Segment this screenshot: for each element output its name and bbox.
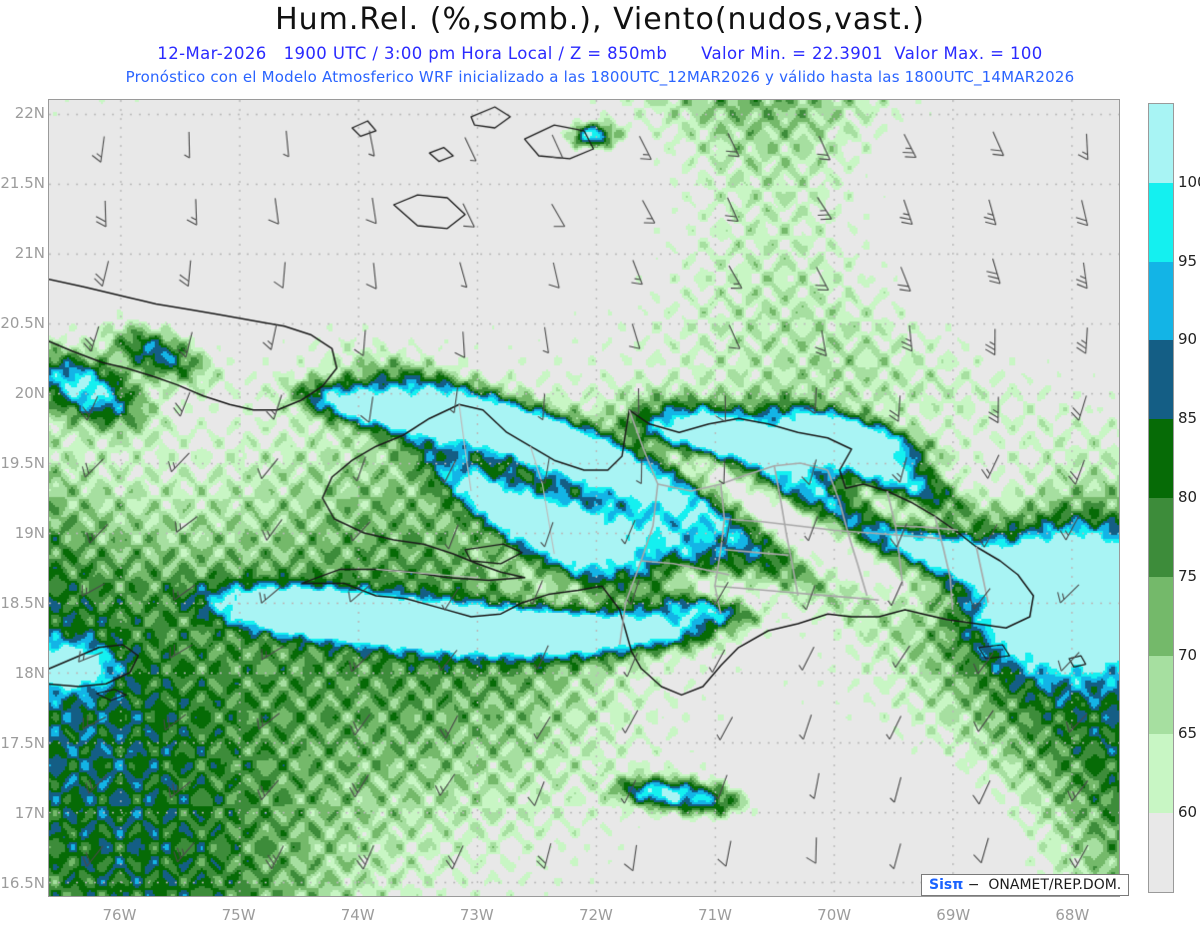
x-tick-label: 75W (221, 906, 256, 924)
subtitle-date: 12-Mar-2026 (157, 44, 267, 63)
x-tick-label: 70W (817, 906, 852, 924)
y-tick-label: 18.5N (0, 594, 45, 612)
y-tick-label: 17N (14, 804, 45, 822)
colorbar-tick-label: 60 (1178, 803, 1198, 822)
y-tick-label: 22N (14, 104, 45, 122)
y-tick-label: 20.5N (0, 314, 45, 332)
colorbar-band (1149, 182, 1173, 262)
colorbar-band (1149, 813, 1173, 892)
colorbar-band (1149, 734, 1173, 814)
subtitle-run-info: 12-Mar-2026 1900 UTC / 3:00 pm Hora Loca… (0, 44, 1200, 63)
subtitle-value-min: Valor Min. = 22.3901 (701, 44, 883, 63)
y-tick-label: 21N (14, 244, 45, 262)
colorbar-tick-label: 65 (1178, 724, 1198, 743)
colorbar-tick-label: 100 (1178, 172, 1200, 191)
y-tick-label: 17.5N (0, 734, 45, 752)
y-tick-label: 21.5N (0, 174, 45, 192)
y-axis-labels: 22N 21.5N 21N 20.5N 20N 19.5N 19N 18.5N 18N 17.5N… (0, 99, 48, 897)
x-tick-label: 68W (1055, 906, 1090, 924)
subtitle-model-info: Pronóstico con el Modelo Atmosferico WRF… (125, 68, 1075, 86)
colorbar (1148, 103, 1174, 893)
y-tick-label: 16.5N (0, 874, 45, 892)
x-tick-label: 69W (936, 906, 971, 924)
subtitle-value-max: Valor Max. = 100 (894, 44, 1043, 63)
colorbar-band (1149, 261, 1173, 341)
y-tick-label: 19N (14, 524, 45, 542)
colorbar-band (1149, 576, 1173, 656)
colorbar-tick-label: 70 (1178, 645, 1198, 664)
y-tick-label: 19.5N (0, 454, 45, 472)
colorbar-tick-label: 90 (1178, 330, 1198, 349)
colorbar-tick-label: 75 (1178, 566, 1198, 585)
y-tick-label: 18N (14, 664, 45, 682)
colorbar-tick-label: 80 (1178, 488, 1198, 506)
colorbar-tick-label: 95 (1178, 251, 1198, 270)
logo-brand-text: Sisπ (929, 877, 964, 893)
x-tick-label: 71W (698, 906, 732, 924)
colorbar-tick-label: 85 (1178, 409, 1198, 428)
colorbar-tick-labels: 60 65 70 75 80 85 90 95 100 (1178, 103, 1200, 893)
page-title: Hum.Rel. (%,somb.), Viento(nudos,vast.) (275, 2, 925, 37)
y-tick-label: 20N (14, 384, 45, 402)
x-axis-labels: 76W 75W 74W 73W 72W 71W 70W 69W 68W (48, 900, 1120, 927)
header-block: Hum.Rel. (%,somb.), Viento(nudos,vast.) … (0, 0, 1200, 95)
x-tick-label: 76W (102, 906, 137, 924)
colorbar-band (1149, 655, 1173, 735)
map-plot-area[interactable] (48, 99, 1120, 897)
attribution-logo: Sisπ − ONAMET/REP.DOM. (921, 874, 1130, 896)
subtitle-time-level: 1900 UTC / 3:00 pm Hora Local / Z = 850m… (283, 44, 668, 63)
x-tick-label: 72W (578, 906, 613, 924)
x-tick-label: 74W (340, 906, 375, 924)
logo-agency-text: − ONAMET/REP.DOM. (963, 877, 1122, 893)
colorbar-band (1149, 340, 1173, 420)
colorbar-band (1149, 498, 1173, 577)
colorbar-band (1149, 104, 1173, 183)
colorbar-band (1149, 419, 1173, 498)
x-tick-label: 73W (459, 906, 494, 924)
wind-barb-and-coastline-layer (49, 100, 1119, 896)
